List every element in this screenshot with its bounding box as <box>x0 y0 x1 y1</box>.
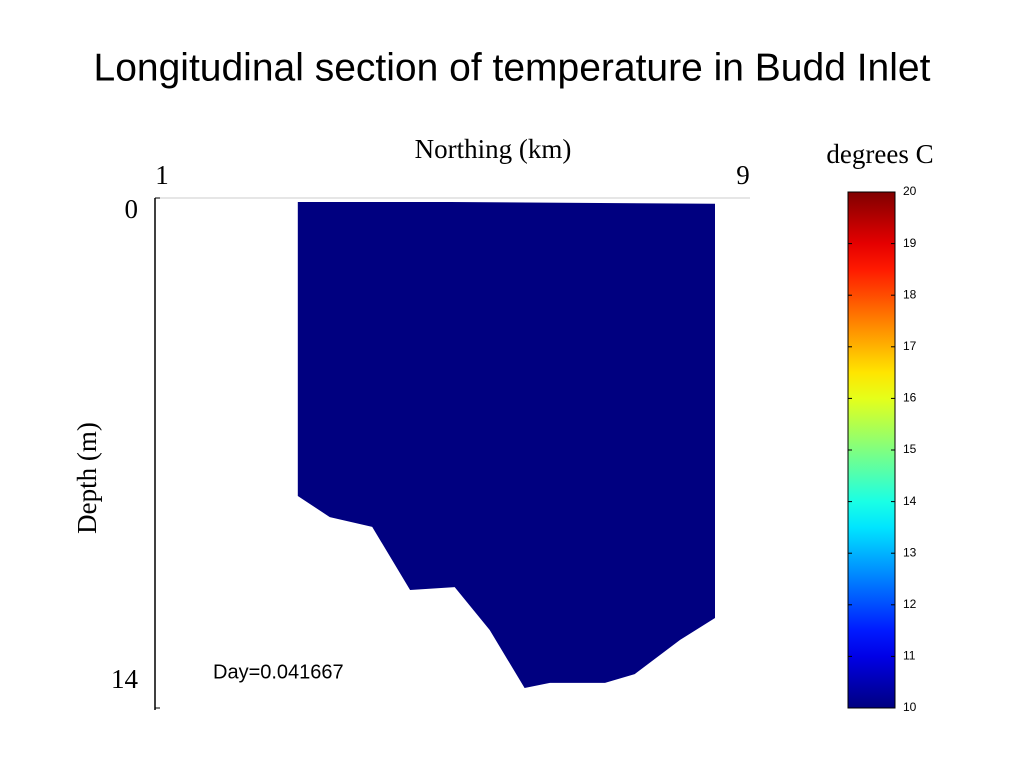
y-tick-label: 0 <box>125 194 139 224</box>
x-axis-label: Northing (km) <box>415 134 572 164</box>
y-axis-label: Depth (m) <box>72 422 102 534</box>
annotation: Day=0.041667 <box>213 661 344 683</box>
colorbar-tick-label: 12 <box>903 597 917 611</box>
colorbar-tick-label: 11 <box>903 649 916 663</box>
x-tick-label: 1 <box>155 160 169 190</box>
colorbar <box>847 191 896 709</box>
colorbar-tick-label: 17 <box>903 339 917 353</box>
y-tick-label: 14 <box>111 664 139 694</box>
colorbar-tick-label: 15 <box>903 442 917 456</box>
colorbar-tick-label: 20 <box>903 184 917 198</box>
colorbar-tick-label: 19 <box>903 236 917 250</box>
colorbar-tick-label: 10 <box>903 700 917 714</box>
colorbar-tick-label: 14 <box>903 494 917 508</box>
colorbar-tick-label: 18 <box>903 287 917 301</box>
colorbar-label: degrees C <box>826 139 933 169</box>
colorbar-tick-label: 16 <box>903 391 917 405</box>
title: Longitudinal section of temperature in B… <box>94 46 931 89</box>
x-tick-label: 9 <box>736 160 750 190</box>
colorbar-tick-label: 13 <box>903 545 917 559</box>
temperature-section <box>297 202 715 688</box>
